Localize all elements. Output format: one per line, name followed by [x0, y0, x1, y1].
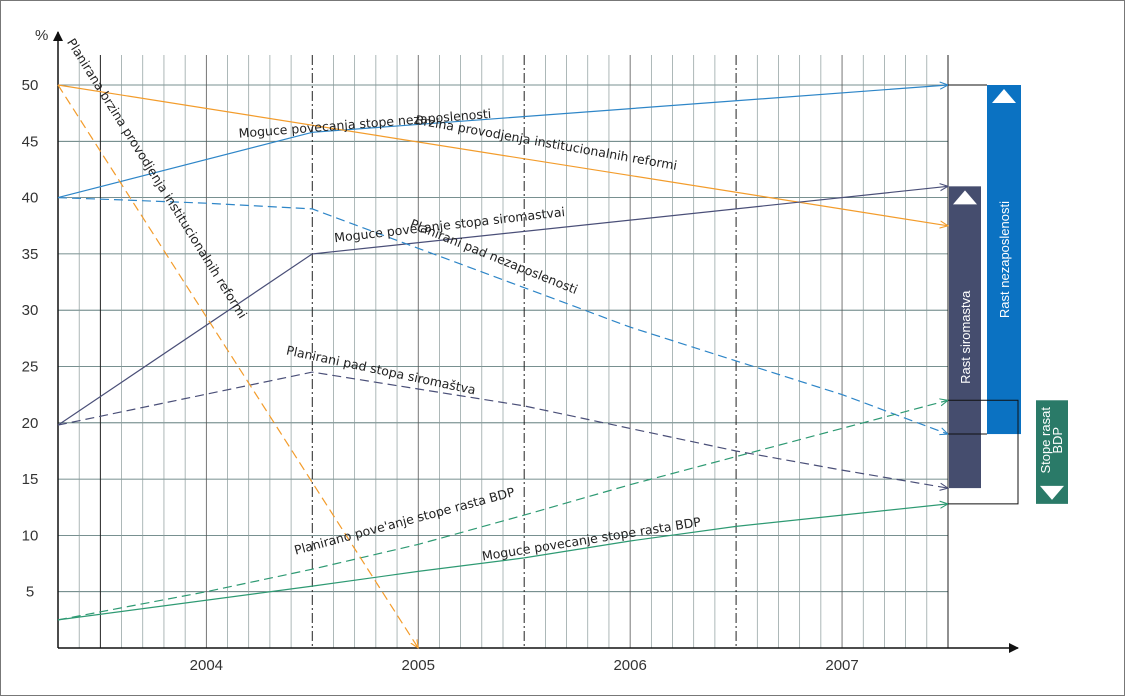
x-tick-label: 2005 [402, 657, 435, 674]
series-group [57, 85, 948, 648]
series-line [57, 504, 948, 621]
bracket-line [948, 399, 1019, 505]
series-annotation: Planirano pove'anje stope rasta BDP [293, 484, 517, 557]
up-arrow-icon [953, 190, 977, 205]
annotations: Moguce povecanja stope nezaposlenostiBrz… [64, 36, 702, 564]
series-annotation: Planirani pad stopa siromaštva [285, 343, 477, 398]
y-axis-label: % [35, 27, 48, 44]
range-box-label: Rast siromastva [958, 290, 973, 384]
up-arrow-icon [992, 89, 1016, 103]
series-annotation: Moguce povecanje stope rasta BDP [481, 514, 702, 564]
range-box [987, 85, 1021, 435]
series-line [57, 85, 948, 199]
y-tick-label: 15 [22, 471, 39, 488]
series-line [57, 197, 948, 435]
y-tick-label: 35 [22, 246, 39, 263]
y-tick-label: 10 [22, 527, 39, 544]
y-tick-label: 30 [22, 302, 39, 319]
axes: % 5 10 15 20 25 30 35 40 45 50 2004 2005 2006 2007 [22, 27, 1019, 674]
x-tick-label: 2007 [825, 657, 858, 674]
down-arrow-icon [1040, 485, 1064, 500]
series-annotation: Brzina provodjenja institucionalnih refo… [414, 112, 678, 173]
y-tick-label: 25 [22, 359, 39, 376]
y-tick-label: 50 [22, 77, 39, 94]
range-box [949, 186, 981, 489]
range-box-label: Stope rasat [1038, 407, 1053, 474]
series-annotation: Planirana brzina provodjenja institucion… [64, 36, 250, 322]
range-boxes: Rast siromastva Rast nezaposlenosti Stope … [948, 84, 1068, 505]
series-line [57, 186, 948, 426]
grid [57, 55, 949, 648]
y-tick-label: 5 [26, 584, 34, 601]
range-box-label: Rast nezaposlenosti [997, 201, 1012, 318]
x-tick-label: 2004 [190, 657, 223, 674]
series-line [57, 400, 948, 621]
y-tick-label: 20 [22, 415, 39, 432]
x-tick-label: 2006 [613, 657, 646, 674]
y-tick-label: 45 [22, 133, 39, 150]
range-box-label: BDP [1050, 427, 1065, 454]
y-tick-label: 40 [22, 190, 39, 207]
